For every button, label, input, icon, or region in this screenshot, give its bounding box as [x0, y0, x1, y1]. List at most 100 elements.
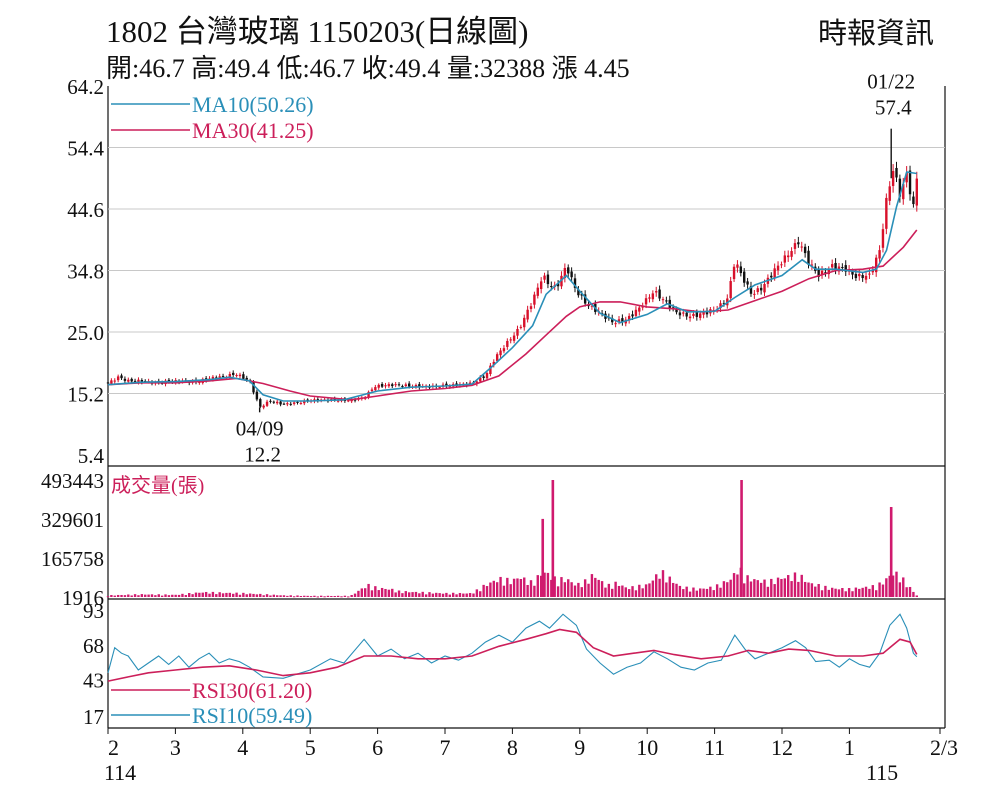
volume-bar — [587, 583, 590, 597]
month-label: 2/3 — [930, 735, 958, 760]
volume-bar — [695, 590, 699, 597]
candle-body — [279, 401, 282, 405]
candle-body — [567, 267, 570, 274]
volume-bar — [482, 584, 485, 597]
candle-body — [827, 269, 831, 275]
volume-bar — [340, 596, 343, 598]
candle-body — [482, 376, 485, 378]
volume-bar — [858, 588, 861, 597]
candle-body — [692, 313, 695, 316]
month-label: 10 — [636, 735, 658, 760]
month-label: 8 — [507, 735, 518, 760]
volume-bar — [780, 578, 783, 597]
candle-body — [198, 382, 201, 384]
month-label: 4 — [237, 735, 248, 760]
volume-bar — [712, 590, 715, 597]
volume-bar — [289, 595, 292, 597]
candle-body — [627, 315, 631, 321]
volume-bar — [160, 595, 164, 597]
volume-bar — [638, 584, 641, 597]
volume-bar — [137, 595, 140, 597]
volume-bar — [177, 594, 181, 597]
volume-bar — [567, 579, 570, 597]
volume-bar — [773, 584, 776, 597]
volume-bar — [621, 585, 624, 597]
candle-body — [800, 246, 803, 248]
volume-bar — [384, 588, 387, 597]
candle-body — [556, 283, 560, 287]
price-tick-label: 34.8 — [67, 260, 104, 284]
candle-body — [807, 250, 810, 265]
volume-bar — [597, 579, 600, 597]
candle-body — [380, 383, 384, 387]
candle-body — [276, 401, 279, 404]
candle-body — [631, 314, 634, 317]
volume-bar — [431, 593, 435, 597]
volume-bar — [472, 593, 475, 597]
volume-bar — [800, 574, 803, 597]
candle-body — [905, 172, 908, 183]
candle-body — [445, 383, 448, 387]
volume-bar — [113, 595, 116, 597]
volume-bar — [188, 593, 191, 597]
candle-body — [401, 386, 404, 388]
candle-body — [286, 403, 289, 405]
candle-body — [858, 273, 861, 277]
price-legend: MA10(50.26)MA30(41.25) — [111, 92, 314, 143]
volume-tick-label: 165758 — [41, 547, 104, 571]
month-label: 5 — [305, 735, 316, 760]
candle-body — [265, 401, 269, 406]
volume-bar — [330, 595, 333, 597]
volume-bar — [319, 595, 323, 597]
candle-body — [235, 375, 238, 377]
candle-body — [479, 377, 482, 382]
candle-body — [495, 354, 499, 361]
volume-bar — [435, 592, 438, 597]
volume-bar — [611, 588, 614, 597]
month-label: 3 — [170, 735, 181, 760]
volume-bar — [837, 589, 841, 597]
volume-bar — [391, 588, 394, 597]
legend-label: MA10(50.26) — [192, 92, 314, 117]
candle-body — [746, 281, 749, 285]
candle-body — [106, 382, 110, 384]
volume-bar — [347, 596, 350, 598]
candles — [106, 128, 918, 413]
volume-bar — [218, 592, 221, 597]
month-label: 7 — [440, 735, 451, 760]
volume-bar — [658, 578, 661, 597]
volume-bar — [699, 588, 702, 597]
volume-bar — [445, 592, 448, 597]
volume-bar — [827, 589, 831, 597]
volume-bar-peak — [889, 507, 893, 597]
candle-body — [614, 323, 617, 325]
volume-bar — [830, 587, 834, 597]
volume-tick-label: 493443 — [41, 469, 104, 493]
rsi-tick-label: 43 — [83, 669, 104, 693]
volume-bar — [350, 595, 353, 597]
volume-bar — [661, 570, 665, 597]
candle-body — [303, 400, 306, 404]
volume-bar — [255, 594, 259, 597]
volume-bar — [367, 583, 370, 597]
volume-bar — [438, 593, 441, 597]
candle-body — [387, 384, 391, 387]
volume-bar — [323, 596, 326, 598]
volume-bar — [898, 582, 902, 597]
candle-body — [110, 380, 113, 384]
volume-bar — [763, 579, 766, 597]
volume-bar — [631, 586, 634, 597]
candle-body — [127, 379, 130, 382]
volume-bar — [536, 575, 539, 597]
candle-body — [661, 299, 665, 301]
volume-bar — [235, 592, 238, 597]
volume-bar — [154, 595, 157, 597]
volume-bar — [309, 596, 313, 598]
volume-bar — [655, 574, 658, 597]
volume-bar — [692, 587, 695, 597]
volume-bar — [370, 590, 374, 597]
candle-body — [232, 372, 235, 375]
volume-bar — [181, 593, 184, 597]
volume-bar-peak — [541, 518, 545, 597]
volume-bar — [414, 591, 418, 597]
